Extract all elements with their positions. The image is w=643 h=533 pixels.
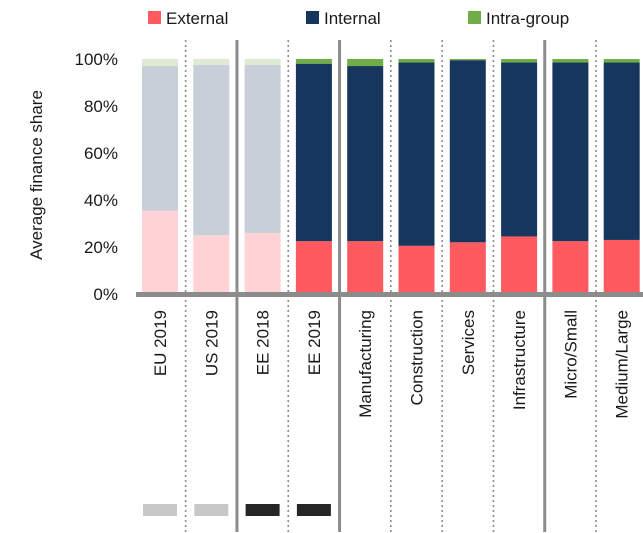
bar-external-micro-small xyxy=(552,241,589,294)
legend-swatch-intra-group xyxy=(468,11,481,24)
bar-external-construction xyxy=(398,245,435,294)
marker-ee-2018 xyxy=(245,504,280,516)
bar-external-infrastructure xyxy=(501,236,538,294)
bar-external-medium-large xyxy=(603,239,640,294)
bar-intra-group-micro-small xyxy=(552,59,589,63)
y-tick-label: 60% xyxy=(84,144,118,163)
x-tick-label-manufacturing: Manufacturing xyxy=(356,310,375,418)
y-tick-label: 40% xyxy=(84,191,118,210)
bar-intra-group-medium-large xyxy=(603,59,640,63)
x-tick-label-eu-2019: EU 2019 xyxy=(151,310,170,376)
bar-internal-services xyxy=(449,60,486,243)
legend-swatch-internal xyxy=(306,11,319,24)
bar-intra-group-ee-2018 xyxy=(244,59,281,65)
y-axis-label: Average finance share xyxy=(27,90,46,260)
bar-internal-manufacturing xyxy=(347,66,384,242)
bar-internal-us-2019 xyxy=(193,64,230,236)
bar-internal-eu-2019 xyxy=(142,66,178,211)
x-tick-label-ee-2018: EE 2018 xyxy=(254,310,273,375)
bar-external-ee-2019 xyxy=(295,241,332,294)
x-tick-label-ee-2019: EE 2019 xyxy=(305,310,324,375)
bar-external-manufacturing xyxy=(347,241,384,294)
x-tick-label-construction: Construction xyxy=(408,310,427,405)
x-tick-label-infrastructure: Infrastructure xyxy=(510,310,529,410)
y-tick-label: 80% xyxy=(84,97,118,116)
bar-intra-group-services xyxy=(449,59,486,61)
marker-eu-2019 xyxy=(143,504,177,516)
x-tick-label-services: Services xyxy=(459,310,478,375)
x-axis-line xyxy=(136,292,643,297)
bar-intra-group-manufacturing xyxy=(347,59,384,67)
bar-internal-ee-2018 xyxy=(244,64,281,233)
bar-intra-group-eu-2019 xyxy=(142,59,178,67)
legend-label-external: External xyxy=(166,9,228,28)
category-separators xyxy=(184,40,597,532)
legend-swatch-external xyxy=(148,11,161,24)
legend-label-internal: Internal xyxy=(324,9,381,28)
bars xyxy=(142,59,640,294)
x-axis-labels: EU 2019 US 2019 EE 2018 EE 2019 Manufacturin… xyxy=(151,310,632,419)
y-tick-label: 100% xyxy=(75,50,118,69)
category-markers xyxy=(143,504,331,516)
bar-external-us-2019 xyxy=(193,235,230,294)
marker-us-2019 xyxy=(194,504,229,516)
chart-legend: External Internal Intra-group xyxy=(148,9,569,28)
bar-intra-group-infrastructure xyxy=(501,59,538,63)
x-tick-label-medium-large: Medium/Large xyxy=(613,310,632,419)
bar-internal-construction xyxy=(398,62,435,246)
bar-external-ee-2018 xyxy=(244,232,281,294)
bar-internal-micro-small xyxy=(552,62,589,242)
marker-ee-2019 xyxy=(296,504,331,516)
bar-intra-group-ee-2019 xyxy=(295,59,332,64)
bar-internal-ee-2019 xyxy=(295,63,332,242)
bar-internal-infrastructure xyxy=(501,62,538,237)
bar-external-services xyxy=(449,242,486,294)
y-tick-label: 20% xyxy=(84,238,118,257)
bar-intra-group-construction xyxy=(398,59,435,63)
bar-external-eu-2019 xyxy=(142,210,178,294)
bar-intra-group-us-2019 xyxy=(193,59,230,65)
x-tick-label-micro-small: Micro/Small xyxy=(561,310,580,399)
legend-label-intra-group: Intra-group xyxy=(486,9,569,28)
x-tick-label-us-2019: US 2019 xyxy=(202,310,221,376)
y-tick-label: 0% xyxy=(93,285,118,304)
bar-internal-medium-large xyxy=(603,62,640,240)
y-axis-ticks: 0% 20% 40% 60% 80% 100% xyxy=(75,50,118,304)
